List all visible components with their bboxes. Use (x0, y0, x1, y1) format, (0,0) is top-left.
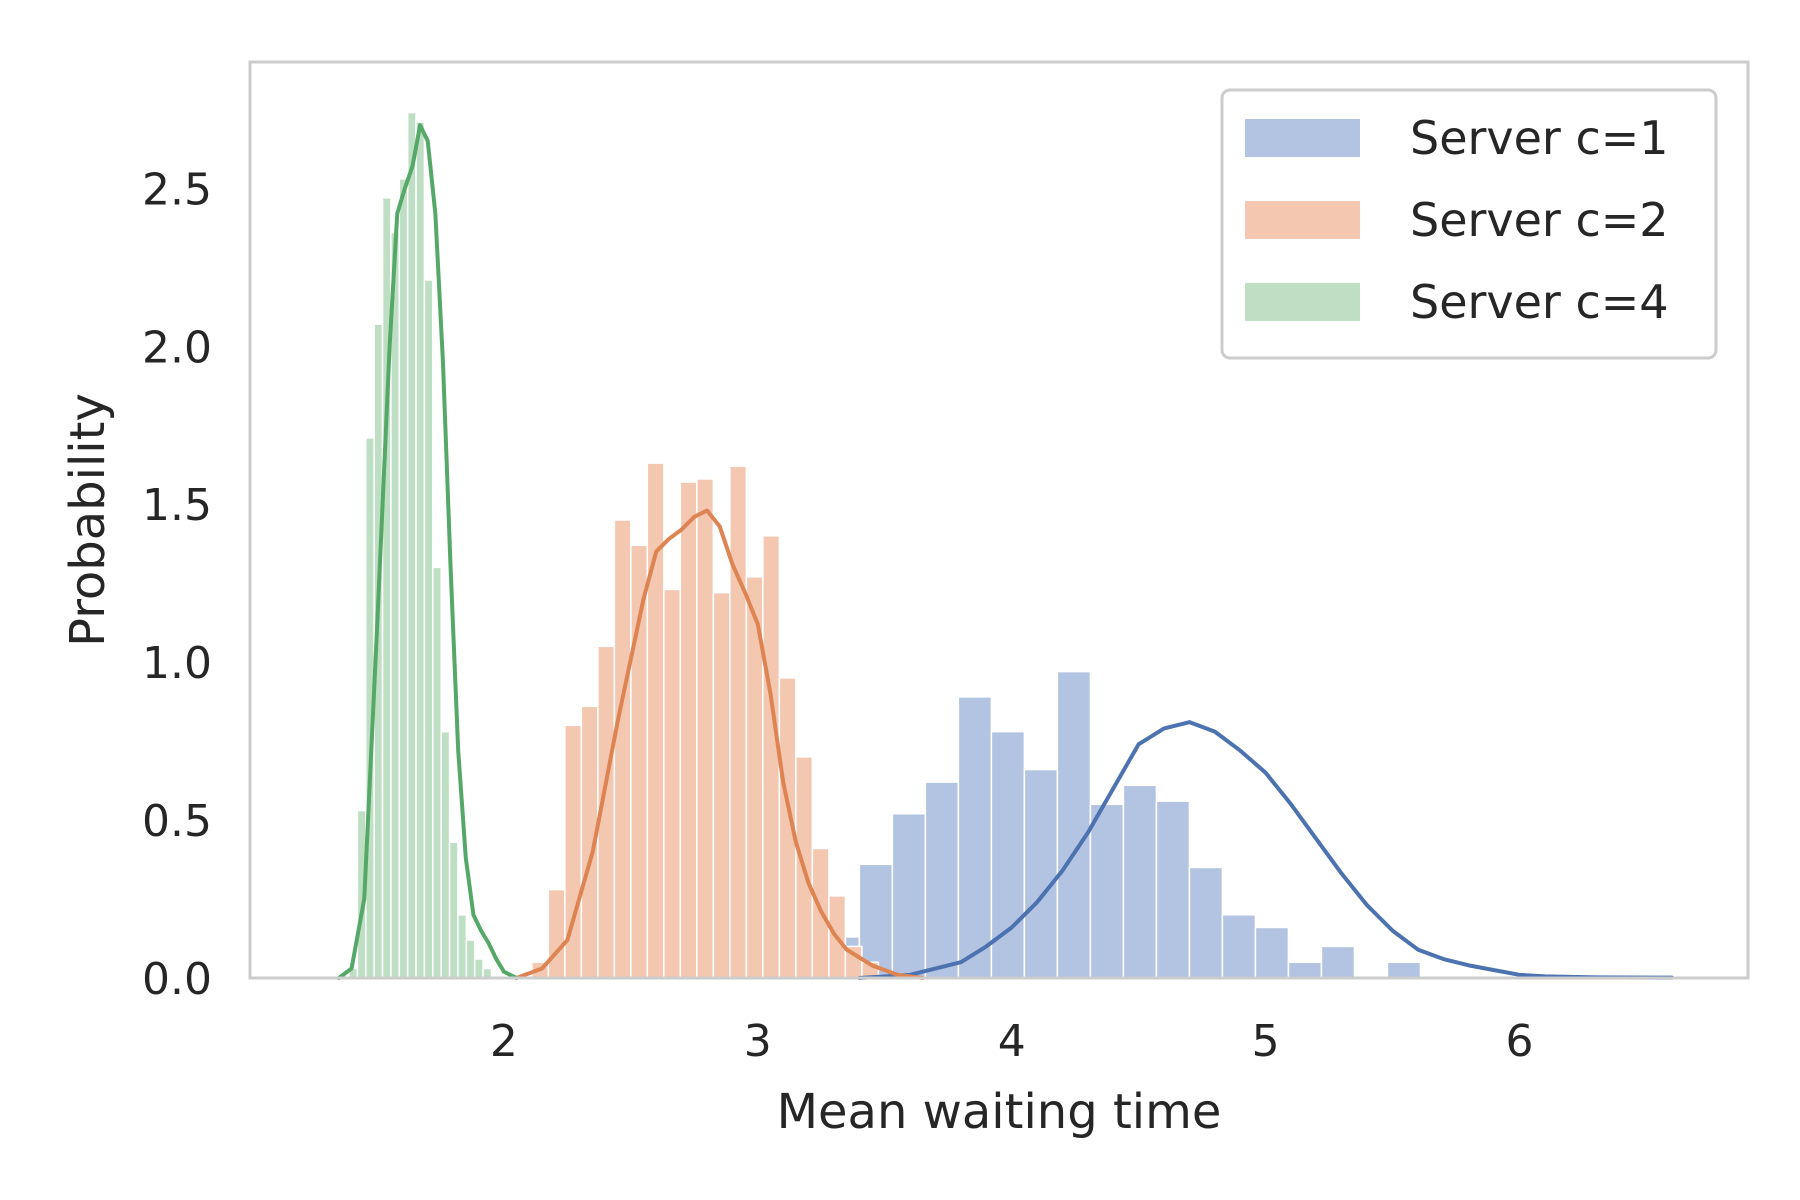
y-tick-label: 2.5 (142, 164, 212, 215)
legend: Server c=1 Server c=2 Server c=4 (1220, 88, 1718, 360)
bar-series1-bin17 (1320, 945, 1356, 979)
bar-series2-bin2 (547, 888, 566, 979)
kde-line-series2 (514, 508, 925, 980)
kde-line-series1 (857, 720, 1674, 980)
bar-series3-bin12 (440, 730, 451, 979)
bar-series1-bin12 (1155, 800, 1191, 979)
bar-series2-bin7 (630, 544, 649, 979)
bar-series1-bin10 (1089, 803, 1125, 979)
bar-series3-bin15 (465, 939, 476, 979)
legend-label-series1: Server c=1 (1410, 111, 1669, 165)
legend-swatch-series1 (1245, 119, 1360, 157)
bar-series3-bin11 (432, 566, 442, 979)
bar-series1-bin14 (1221, 914, 1257, 979)
plot-frame (248, 60, 1750, 980)
bar-series2-bin13 (729, 465, 748, 979)
bar-series2-bin9 (663, 588, 682, 979)
y-axis-ticks: 0.0 0.5 1.0 1.5 2.0 2.5 (142, 164, 212, 1005)
bar-series3-bin9 (415, 121, 426, 979)
y-tick-label: 1.5 (142, 480, 212, 531)
bar-series1-bin9 (1056, 670, 1092, 979)
bar-series3-bin7 (398, 178, 409, 979)
bar-series2-bin8 (646, 462, 665, 979)
x-axis-label: Mean waiting time (777, 1084, 1222, 1140)
legend-swatch-series2 (1245, 201, 1360, 239)
y-tick-label: 2.0 (142, 322, 212, 373)
bar-series2-bin12 (712, 591, 731, 979)
bar-series3-bin6 (390, 231, 401, 979)
bar-series2-bin10 (679, 481, 698, 979)
bar-series2-bin11 (696, 478, 715, 979)
y-tick-label: 0.0 (142, 954, 212, 1005)
bar-series1-bin5 (924, 781, 960, 979)
bar-series1-bin8 (1023, 768, 1059, 979)
x-tick-label: 5 (1252, 1016, 1280, 1067)
x-tick-label: 2 (490, 1016, 518, 1067)
kde-curves (336, 123, 1674, 980)
bar-series3-bin10 (423, 279, 434, 979)
bar-series1-bin18 (1386, 961, 1422, 979)
y-axis-label: Probability (60, 393, 116, 647)
bar-series3-bin16 (473, 958, 484, 979)
bar-series2-bin15 (762, 535, 781, 979)
y-tick-label: 0.5 (142, 796, 212, 847)
x-tick-label: 4 (998, 1016, 1026, 1067)
legend-label-series3: Server c=4 (1410, 275, 1669, 329)
bar-series3-bin8 (406, 111, 417, 979)
bar-series3-bin13 (448, 841, 459, 979)
x-tick-label: 6 (1505, 1016, 1533, 1067)
bar-series1-bin6 (957, 696, 993, 979)
bar-series1-bin16 (1287, 961, 1323, 979)
histogram-bars (348, 111, 1422, 979)
bar-series2-bin6 (613, 519, 632, 979)
bar-series1-bin13 (1188, 866, 1224, 979)
bar-series3-bin14 (457, 914, 468, 979)
y-tick-label: 1.0 (142, 638, 212, 689)
legend-label-series2: Server c=2 (1410, 193, 1669, 247)
kde-line-series3 (336, 123, 519, 980)
bar-series1-bin4 (891, 813, 927, 979)
legend-swatch-series3 (1245, 283, 1360, 321)
bar-series1-bin15 (1254, 926, 1290, 979)
x-axis-ticks: 2 3 4 5 6 (490, 1016, 1534, 1067)
x-tick-label: 3 (744, 1016, 772, 1067)
bar-series1-bin11 (1122, 784, 1158, 979)
